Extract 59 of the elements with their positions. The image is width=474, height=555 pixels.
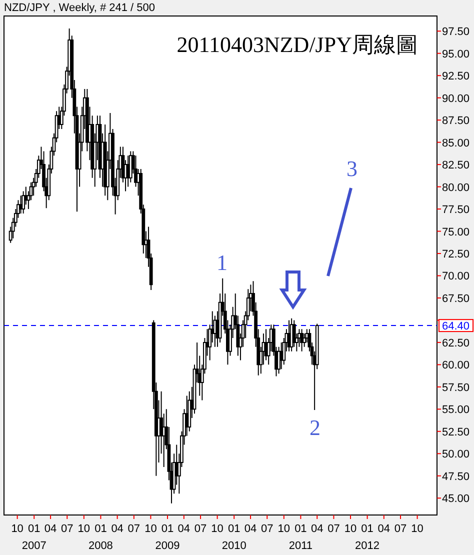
candlestick (287, 320, 291, 352)
candlestick (302, 333, 306, 348)
x-tick-label: 01 2011 (288, 523, 313, 552)
y-tick-label: 90.00 (442, 92, 470, 105)
y-tick-label: 47.50 (442, 470, 470, 483)
x-tick-label: 04 (178, 523, 190, 535)
y-tick-label: 97.50 (442, 26, 470, 38)
x-tick-label: 04 (310, 523, 324, 535)
x-tick-label: 10 (144, 523, 157, 535)
text: 20110403NZD/JPY周線圖 (176, 32, 418, 57)
candlestick (126, 155, 130, 188)
y-tick-label: 85.00 (442, 137, 470, 150)
chart-subtitle: NZD/JPY , Weekly, # 241 / 500 (4, 2, 156, 14)
y-tick-label: 62.50 (442, 337, 470, 350)
y-tick-label: 55.00 (442, 404, 470, 416)
x-tick-label: 01 2008 (88, 523, 113, 552)
y-tick-label: 80.00 (442, 182, 470, 194)
candlestick (188, 390, 192, 432)
y-tick-label: 70.00 (442, 270, 470, 283)
y-tick-label: 52.50 (442, 426, 470, 438)
x-tick-label: 04 (111, 523, 124, 535)
x-tick-label: 07 (260, 523, 274, 535)
candlestick (264, 328, 268, 361)
y-tick-label: 92.50 (442, 70, 470, 83)
y-tick-label: 72.50 (442, 248, 470, 260)
x-tick-label: 07 (61, 523, 74, 535)
x-tick-label: 04 (244, 523, 257, 535)
x-tick-label: 07 (128, 523, 140, 535)
y-tick-label: 60.00 (442, 360, 470, 372)
y-tick-label: 77.50 (442, 204, 470, 216)
x-tick-label: 04 (378, 523, 390, 535)
y-tick-label: 50.00 (442, 448, 470, 461)
x-tick-label: 10 (78, 523, 90, 535)
annotation: 3 (346, 156, 358, 181)
y-tick-label: 67.50 (442, 292, 470, 305)
candlestick (280, 342, 284, 370)
x-tick-label: 07 (394, 523, 407, 535)
y-tick-label: 95.00 (442, 48, 470, 60)
candlestick (277, 346, 280, 374)
candlestick (292, 320, 296, 348)
y-tick-label: 75.00 (442, 226, 470, 238)
candlestick (22, 190, 26, 214)
y-tick-label: 87.50 (442, 115, 470, 128)
annotation: 1 (216, 250, 228, 275)
ref-line-label: 64.40 (442, 320, 470, 333)
x-tick-label: 07 (328, 523, 340, 535)
candlestick (213, 315, 217, 348)
y-tick-label: 82.50 (442, 160, 470, 172)
x-tick-label: 07 (194, 523, 207, 535)
annotation: 2 (310, 415, 320, 440)
x-tick-label: 10 (278, 523, 290, 535)
x-tick-label: 10 (11, 523, 24, 535)
x-tick-label: 10 (344, 523, 357, 535)
x-tick-label: 10 (411, 523, 424, 535)
y-tick-label: 57.50 (442, 382, 470, 394)
y-tick-label: 45.00 (442, 493, 470, 506)
x-tick-label: 04 (44, 523, 57, 535)
candlestick (19, 195, 22, 214)
x-tick-label: 10 (211, 523, 224, 535)
